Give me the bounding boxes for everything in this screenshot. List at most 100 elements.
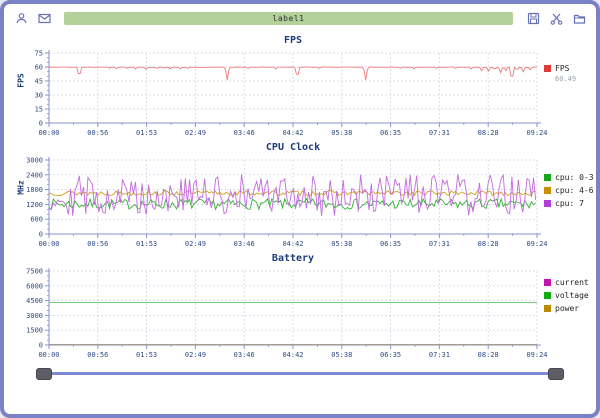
svg-text:04:42: 04:42 [282, 129, 303, 137]
cpu-chart-title: CPU Clock [265, 142, 321, 153]
svg-text:00:56: 00:56 [87, 351, 108, 359]
cpu-clock-chart: 0 600 1200 1800 2400 3000 00:00 00:56 01:53 02:49… [26, 157, 547, 249]
svg-text:15: 15 [35, 106, 43, 114]
svg-text:75: 75 [35, 50, 43, 58]
cpu-chart-section: CPU Clock MHz 0 600 1200 1800 2400 3000 00:00 0… [4, 140, 596, 251]
svg-text:00:00: 00:00 [38, 240, 59, 248]
fps-chart-title: FPS [283, 35, 303, 46]
svg-text:07:31: 07:31 [429, 351, 450, 359]
legend-item: current [544, 276, 589, 289]
svg-text:05:38: 05:38 [331, 240, 352, 248]
svg-text:4500: 4500 [26, 297, 43, 305]
legend-swatch [544, 174, 551, 181]
legend-item: cpu: 0-3 [544, 171, 594, 184]
svg-text:06:35: 06:35 [380, 351, 401, 359]
legend-label: cpu: 4-6 [555, 186, 594, 195]
svg-text:09:24: 09:24 [526, 129, 547, 137]
legend-label: current [555, 278, 589, 287]
svg-text:02:49: 02:49 [185, 240, 206, 248]
envelope-icon[interactable] [37, 11, 51, 25]
svg-text:08:28: 08:28 [478, 129, 499, 137]
svg-text:01:53: 01:53 [136, 240, 157, 248]
legend-label: cpu: 0-3 [555, 173, 594, 182]
svg-text:08:28: 08:28 [478, 351, 499, 359]
fps-chart-section: FPS FPS 0 15 30 45 60 75 00:00 00:56 01:53 02:49 0… [4, 33, 596, 140]
svg-text:04:42: 04:42 [282, 351, 303, 359]
svg-text:0: 0 [39, 231, 43, 239]
legend-item: cpu: 7 [544, 197, 594, 210]
svg-text:2400: 2400 [26, 171, 43, 179]
svg-text:05:38: 05:38 [331, 129, 352, 137]
battery-chart-section: Battery 0 1500 3000 4500 6000 7500 00:00 00:56 0… [4, 251, 596, 362]
session-label[interactable]: label1 [64, 11, 513, 25]
svg-text:07:31: 07:31 [429, 240, 450, 248]
svg-text:00:56: 00:56 [87, 129, 108, 137]
slider-track[interactable] [42, 372, 558, 375]
legend-swatch [544, 292, 551, 299]
fps-legend: FPS 60.49 [544, 62, 576, 83]
cpu-legend: cpu: 0-3 cpu: 4-6 cpu: 7 [544, 171, 594, 210]
legend-item: FPS [544, 62, 576, 75]
svg-text:00:56: 00:56 [87, 240, 108, 248]
legend-value: 60.49 [555, 75, 577, 83]
battery-chart-title: Battery [271, 253, 315, 264]
svg-text:0: 0 [39, 342, 43, 350]
legend-swatch [544, 187, 551, 194]
svg-text:7500: 7500 [26, 268, 43, 276]
battery-legend: current voltage power [544, 276, 589, 315]
fps-chart: 0 15 30 45 60 75 00:00 00:56 01:53 02:49 03:46 04:4… [35, 50, 548, 138]
fps-y-axis-label: FPS [16, 73, 26, 88]
svg-text:00:00: 00:00 [38, 351, 59, 359]
legend-label: cpu: 7 [555, 199, 584, 208]
svg-text:0: 0 [39, 120, 43, 128]
legend-swatch [544, 279, 551, 286]
user-icon[interactable] [14, 11, 28, 25]
slider-handle-left[interactable] [36, 368, 52, 380]
svg-text:04:42: 04:42 [282, 240, 303, 248]
svg-text:01:53: 01:53 [136, 129, 157, 137]
svg-text:08:28: 08:28 [478, 240, 499, 248]
legend-swatch [544, 65, 551, 72]
legend-label: power [555, 304, 580, 313]
legend-item: voltage [544, 289, 589, 302]
svg-text:1200: 1200 [26, 201, 43, 209]
svg-text:03:46: 03:46 [234, 129, 255, 137]
slider-handle-right[interactable] [548, 368, 564, 380]
svg-text:07:31: 07:31 [429, 129, 450, 137]
svg-text:06:35: 06:35 [380, 129, 401, 137]
timeline-scrollbar[interactable] [36, 366, 564, 382]
svg-text:03:46: 03:46 [234, 240, 255, 248]
svg-text:00:00: 00:00 [38, 129, 59, 137]
svg-text:06:35: 06:35 [380, 240, 401, 248]
legend-item: cpu: 4-6 [544, 184, 594, 197]
legend-swatch [544, 200, 551, 207]
scissors-icon[interactable] [549, 11, 563, 25]
svg-text:02:49: 02:49 [185, 351, 206, 359]
svg-text:6000: 6000 [26, 282, 43, 290]
svg-text:3000: 3000 [26, 157, 43, 165]
svg-text:30: 30 [35, 92, 43, 100]
toolbar: label1 [4, 4, 596, 30]
battery-chart: 0 1500 3000 4500 6000 7500 00:00 00:56 01:53 02:4… [26, 268, 547, 360]
svg-text:45: 45 [35, 78, 43, 86]
legend-label: FPS [555, 64, 570, 73]
charts-area: FPS FPS 0 15 30 45 60 75 00:00 00:56 01:53 02:49 0… [4, 30, 596, 362]
svg-text:09:24: 09:24 [526, 240, 547, 248]
svg-text:02:49: 02:49 [185, 129, 206, 137]
folder-icon[interactable] [572, 11, 586, 25]
svg-text:3000: 3000 [26, 312, 43, 320]
svg-text:600: 600 [30, 216, 43, 224]
svg-text:1500: 1500 [26, 327, 43, 335]
svg-text:09:24: 09:24 [526, 351, 547, 359]
cpu-y-axis-label: MHz [16, 180, 26, 195]
svg-text:05:38: 05:38 [331, 351, 352, 359]
svg-text:03:46: 03:46 [234, 351, 255, 359]
svg-text:60: 60 [35, 64, 43, 72]
legend-item: power [544, 302, 589, 315]
svg-text:1800: 1800 [26, 186, 43, 194]
save-icon[interactable] [526, 11, 540, 25]
svg-text:01:53: 01:53 [136, 351, 157, 359]
legend-swatch [544, 305, 551, 312]
legend-label: voltage [555, 291, 589, 300]
